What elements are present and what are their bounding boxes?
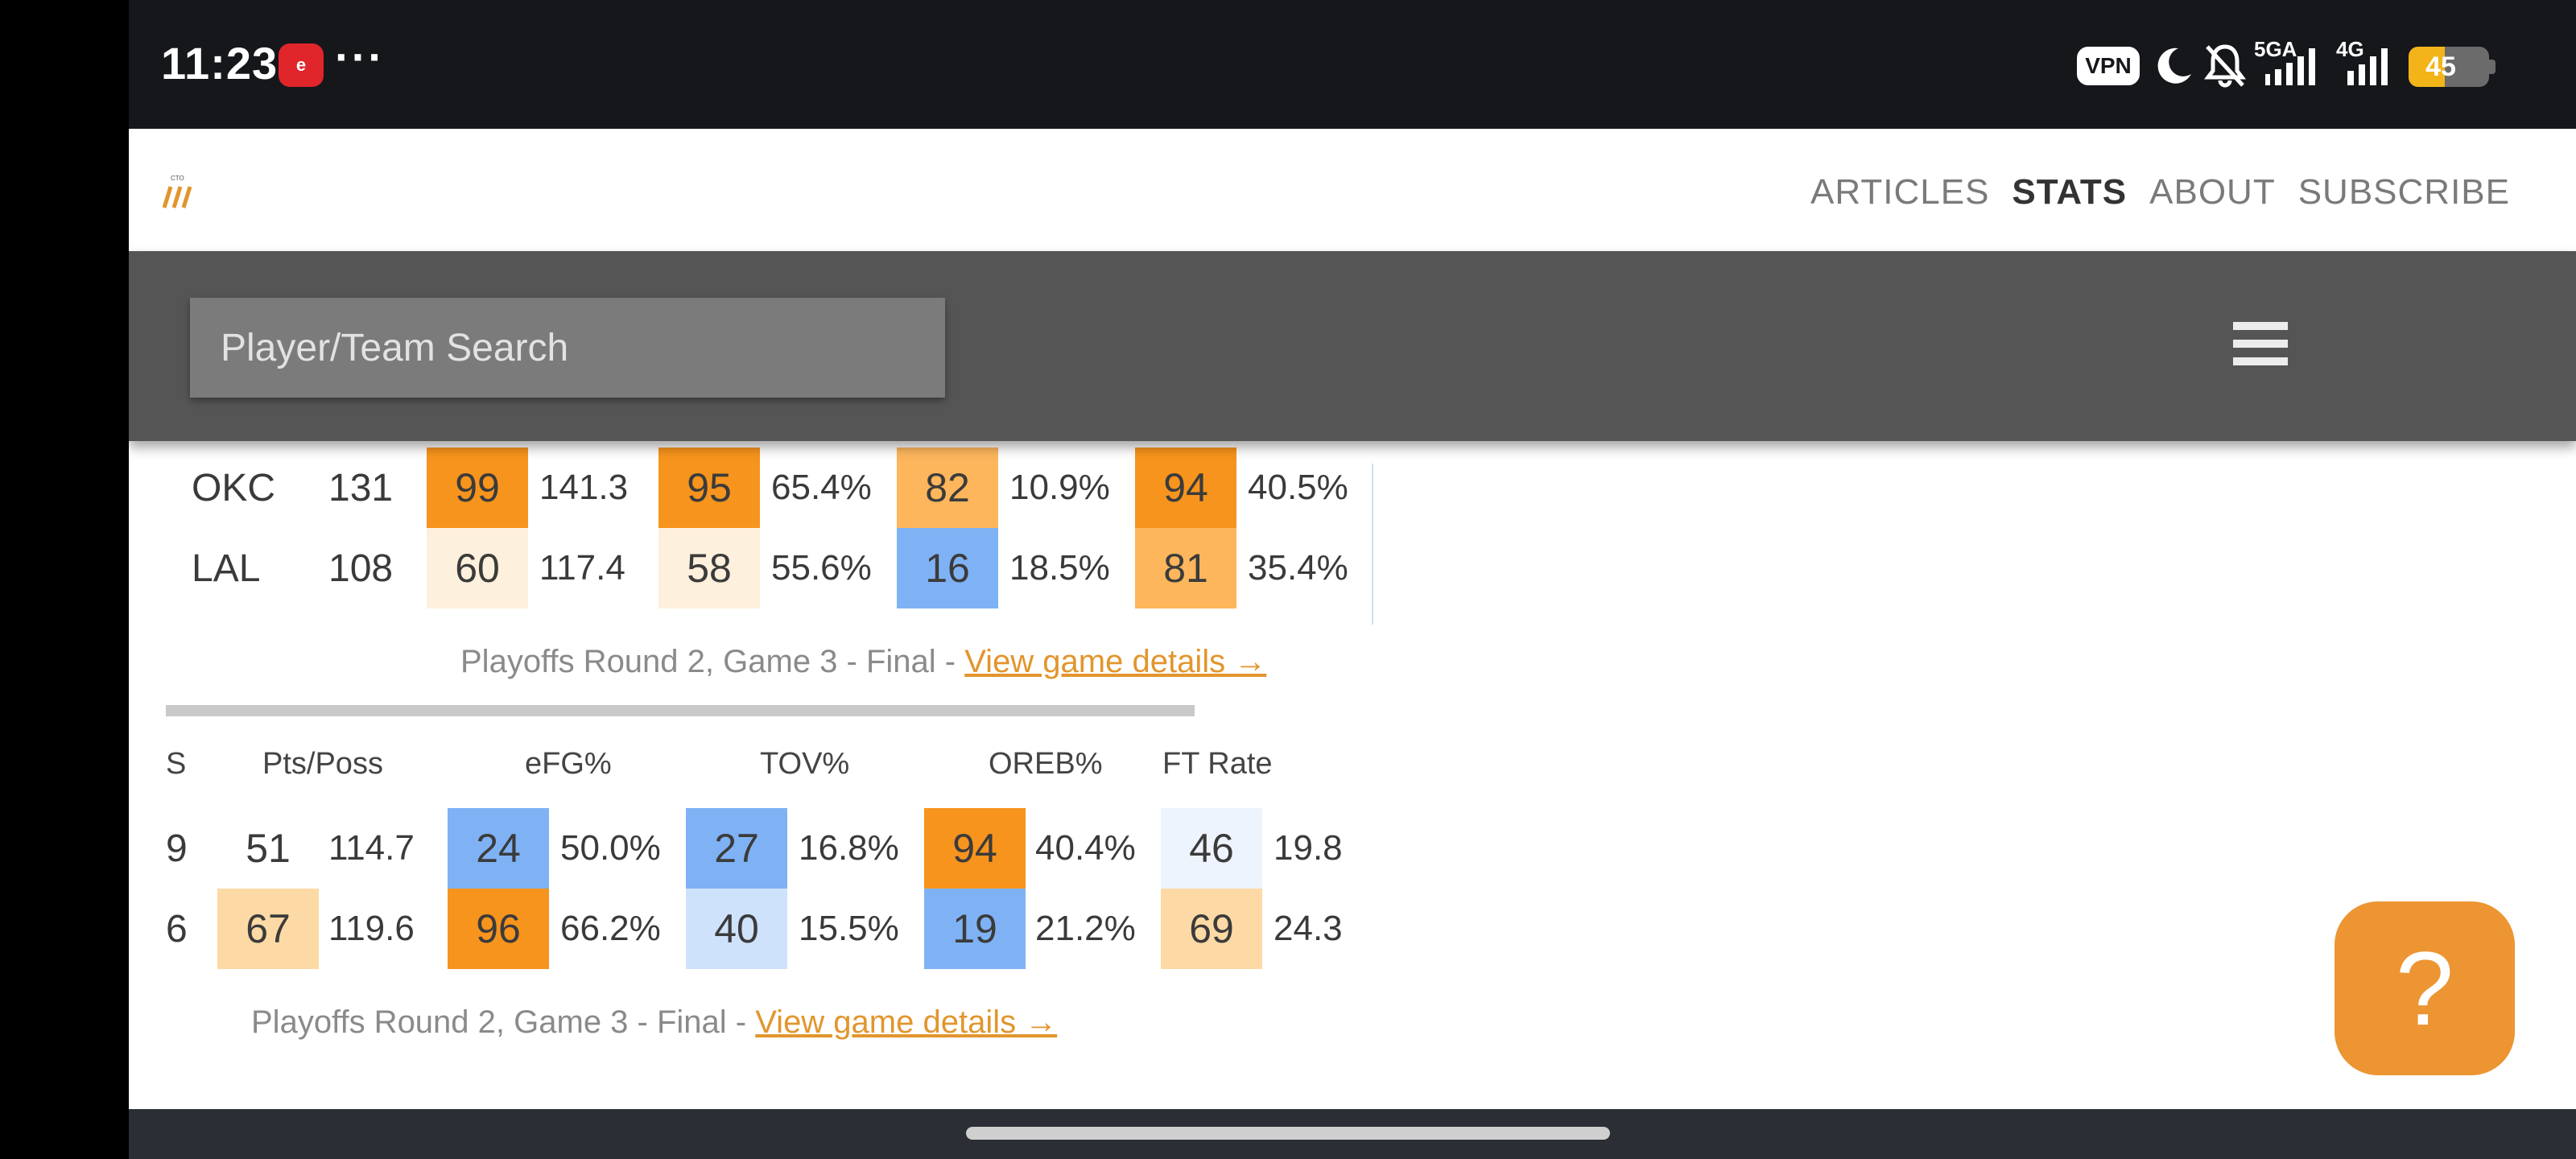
points: 108 bbox=[328, 547, 394, 590]
nav-articles[interactable]: ARTICLES bbox=[1810, 172, 1990, 212]
battery-percent: 45 bbox=[2425, 51, 2456, 82]
percentile-cell: 58 bbox=[658, 528, 760, 608]
percentile-cell: 94 bbox=[924, 808, 1026, 889]
percentile-cell: 95 bbox=[658, 448, 760, 528]
moon-icon bbox=[2157, 47, 2191, 84]
percentile-cell: 27 bbox=[686, 808, 787, 889]
row-label: 9 bbox=[166, 827, 188, 870]
percentile-cell: 99 bbox=[427, 448, 528, 528]
menu-line bbox=[2233, 322, 2288, 330]
signal-icon bbox=[2347, 48, 2388, 85]
battery-tip bbox=[2489, 60, 2496, 74]
stat-value: 40.4% bbox=[1035, 828, 1136, 868]
stats-content: OKC 131 99 141.3 95 65.4% 82 10.9% 94 40… bbox=[129, 441, 2576, 1109]
system-nav-bar bbox=[129, 1109, 2576, 1159]
stat-value: 24.3 bbox=[1274, 909, 1343, 948]
section-divider bbox=[166, 705, 1195, 716]
stat-value: 35.4% bbox=[1248, 548, 1348, 588]
menu-line bbox=[2233, 340, 2288, 348]
table-row: 6 67 119.6 96 66.2% 40 15.5% 19 21.2% 69… bbox=[129, 889, 1497, 969]
signal-icon bbox=[2265, 48, 2315, 85]
nav-subscribe[interactable]: SUBSCRIBE bbox=[2297, 172, 2510, 212]
percentile-cell: 96 bbox=[448, 889, 549, 969]
app-notification-icon: e bbox=[279, 43, 324, 87]
percentile-cell: 69 bbox=[1161, 889, 1262, 969]
column-header: OREB% bbox=[989, 747, 1103, 781]
stat-value: 18.5% bbox=[1009, 548, 1110, 588]
status-time: 11:23 bbox=[161, 38, 279, 89]
site-logo-icon[interactable]: CTO bbox=[158, 171, 200, 212]
game-caption: Playoffs Round 2, Game 3 - Final - View … bbox=[460, 644, 1266, 680]
network-4g-label: 4G bbox=[2336, 37, 2364, 61]
stat-value: 21.2% bbox=[1035, 909, 1136, 948]
stat-value: 66.2% bbox=[560, 909, 661, 948]
column-header: S bbox=[166, 747, 187, 781]
stat-value: 10.9% bbox=[1009, 468, 1110, 507]
home-indicator[interactable] bbox=[966, 1127, 1610, 1140]
column-header: TOV% bbox=[760, 747, 850, 781]
percentile-cell: 60 bbox=[427, 528, 528, 608]
left-bezel bbox=[0, 0, 129, 1159]
vpn-icon: VPN bbox=[2077, 47, 2140, 85]
game-status-text: Playoffs Round 2, Game 3 - Final - bbox=[251, 1004, 756, 1040]
main-nav: ARTICLES STATS ABOUT SUBSCRIBE bbox=[1810, 172, 2510, 212]
nav-about[interactable]: ABOUT bbox=[2149, 172, 2276, 212]
stat-value: 16.8% bbox=[799, 828, 899, 868]
battery-level-fill bbox=[2409, 47, 2445, 87]
table-edge bbox=[1372, 464, 1373, 625]
percentile-cell: 46 bbox=[1161, 808, 1262, 889]
row-label: 6 bbox=[166, 907, 188, 951]
stat-value: 40.5% bbox=[1248, 468, 1348, 507]
percentile-cell: 24 bbox=[448, 808, 549, 889]
stat-value: 114.7 bbox=[328, 828, 415, 868]
percentile-cell: 40 bbox=[686, 889, 787, 969]
percentile-cell: 16 bbox=[897, 528, 998, 608]
more-notifications-icon: ··· bbox=[335, 31, 385, 82]
column-header: Pts/Poss bbox=[262, 747, 383, 781]
nav-stats[interactable]: STATS bbox=[2012, 172, 2128, 212]
help-button[interactable]: ? bbox=[2334, 901, 2515, 1075]
search-bar-band bbox=[129, 251, 2576, 441]
table-row: OKC 131 99 141.3 95 65.4% 82 10.9% 94 40… bbox=[129, 448, 1385, 528]
bell-off-icon bbox=[2204, 44, 2246, 88]
column-header: FT Rate bbox=[1162, 747, 1273, 781]
stat-value: 55.6% bbox=[771, 548, 872, 588]
stat-value: 15.5% bbox=[799, 909, 899, 948]
percentile-cell: 67 bbox=[217, 889, 319, 969]
view-game-details-link[interactable]: View game details → bbox=[755, 1004, 1058, 1040]
view-game-details-link[interactable]: View game details → bbox=[964, 644, 1267, 679]
column-header: eFG% bbox=[525, 747, 612, 781]
stat-value: 50.0% bbox=[560, 828, 661, 868]
team-name: LAL bbox=[192, 547, 261, 590]
points: 131 bbox=[328, 466, 394, 509]
status-bar: 11:23 e ··· VPN 5GA 4G 45 bbox=[129, 0, 2576, 129]
percentile-cell: 94 bbox=[1135, 448, 1236, 528]
stat-value: 65.4% bbox=[771, 468, 872, 507]
menu-icon[interactable] bbox=[2233, 309, 2288, 378]
stat-value: 119.6 bbox=[328, 909, 415, 948]
percentile-cell: 19 bbox=[924, 889, 1026, 969]
stat-value: 141.3 bbox=[539, 468, 629, 507]
stat-value: 19.8 bbox=[1274, 828, 1343, 868]
menu-line bbox=[2233, 357, 2288, 365]
percentile-cell: 51 bbox=[246, 826, 291, 871]
network-5ga-label: 5GA bbox=[2254, 37, 2297, 61]
site-header: CTO ARTICLES STATS ABOUT SUBSCRIBE bbox=[129, 129, 2576, 251]
table-row: LAL 108 60 117.4 58 55.6% 16 18.5% 81 35… bbox=[129, 528, 1385, 608]
battery-icon: 45 bbox=[2409, 47, 2489, 87]
search-input[interactable] bbox=[190, 298, 945, 398]
stat-value: 117.4 bbox=[539, 548, 625, 588]
game-status-text: Playoffs Round 2, Game 3 - Final - bbox=[460, 644, 965, 679]
percentile-cell: 81 bbox=[1135, 528, 1236, 608]
game-caption: Playoffs Round 2, Game 3 - Final - View … bbox=[251, 1004, 1057, 1041]
table-row: 9 51 114.7 24 50.0% 27 16.8% 94 40.4% 46… bbox=[129, 808, 1497, 889]
team-name: OKC bbox=[192, 466, 276, 509]
svg-text:CTO: CTO bbox=[171, 175, 184, 182]
percentile-cell: 82 bbox=[897, 448, 998, 528]
